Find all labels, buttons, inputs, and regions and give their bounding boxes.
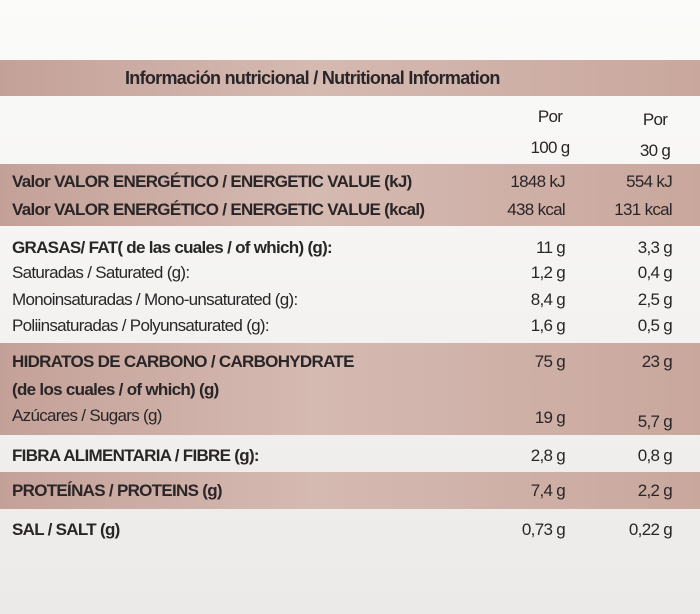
value-per-100g: 1,6 g	[530, 316, 566, 335]
value-per-30g: 2,5 g	[637, 290, 673, 309]
row-label: SAL / SALT (g)	[12, 520, 120, 539]
value-per-100g: 438 kcal	[507, 200, 565, 219]
value-per-100g: 8,4 g	[530, 290, 566, 309]
row-label: Poliinsaturadas / Polyunsaturated (g):	[12, 316, 270, 335]
value-per-100g: 1,2 g	[530, 263, 566, 282]
col-header: 100 g	[530, 138, 570, 157]
row-label: Valor VALOR ENERGÉTICO / ENERGETIC VALUE…	[12, 172, 412, 191]
col-header: Por	[642, 110, 668, 129]
value-per-30g: 5,7 g	[637, 412, 673, 431]
row-label: (de los cuales / of which) (g)	[12, 380, 219, 399]
carb-band	[0, 343, 700, 435]
value-per-100g: 11 g	[535, 238, 566, 257]
row-label: Saturadas / Saturated (g):	[12, 263, 190, 282]
row-label: PROTEÍNAS / PROTEINS (g)	[12, 481, 223, 500]
energy-band	[0, 164, 700, 226]
col-header: Por	[537, 107, 563, 126]
value-per-100g: 75 g	[534, 352, 566, 371]
value-per-30g: 554 kJ	[626, 172, 673, 191]
value-per-100g: 0,73 g	[521, 520, 566, 539]
value-per-30g: 0,5 g	[637, 316, 673, 335]
value-per-100g: 7,4 g	[530, 481, 566, 500]
value-per-30g: 3,3 g	[637, 238, 673, 257]
value-per-30g: 0,8 g	[637, 446, 673, 465]
value-per-100g: 2,8 g	[530, 446, 566, 465]
row-label: Valor VALOR ENERGÉTICO / ENERGETIC VALUE…	[12, 200, 425, 219]
row-label: FIBRA ALIMENTARIA / FIBRE (g):	[12, 446, 260, 465]
value-per-30g: 2,2 g	[637, 481, 673, 500]
value-per-100g: 1848 kJ	[510, 172, 565, 191]
value-per-30g: 0,22 g	[628, 520, 673, 539]
row-label: Azúcares / Sugars (g)	[12, 406, 162, 425]
value-per-30g: 0,4 g	[637, 263, 673, 282]
value-per-100g: 19 g	[534, 408, 566, 427]
value-per-30g: 23 g	[641, 352, 673, 371]
value-per-30g: 131 kcal	[614, 200, 672, 219]
title: Información nutricional / Nutritional In…	[125, 68, 500, 88]
row-label: HIDRATOS DE CARBONO / CARBOHYDRATE	[12, 352, 354, 371]
title-band	[0, 60, 700, 96]
protein-band	[0, 472, 700, 509]
row-label: GRASAS/ FAT( de las cuales / of which) (…	[12, 238, 333, 257]
row-label: Monoinsaturadas / Mono-unsaturated (g):	[12, 290, 298, 309]
col-header: 30 g	[639, 141, 671, 160]
